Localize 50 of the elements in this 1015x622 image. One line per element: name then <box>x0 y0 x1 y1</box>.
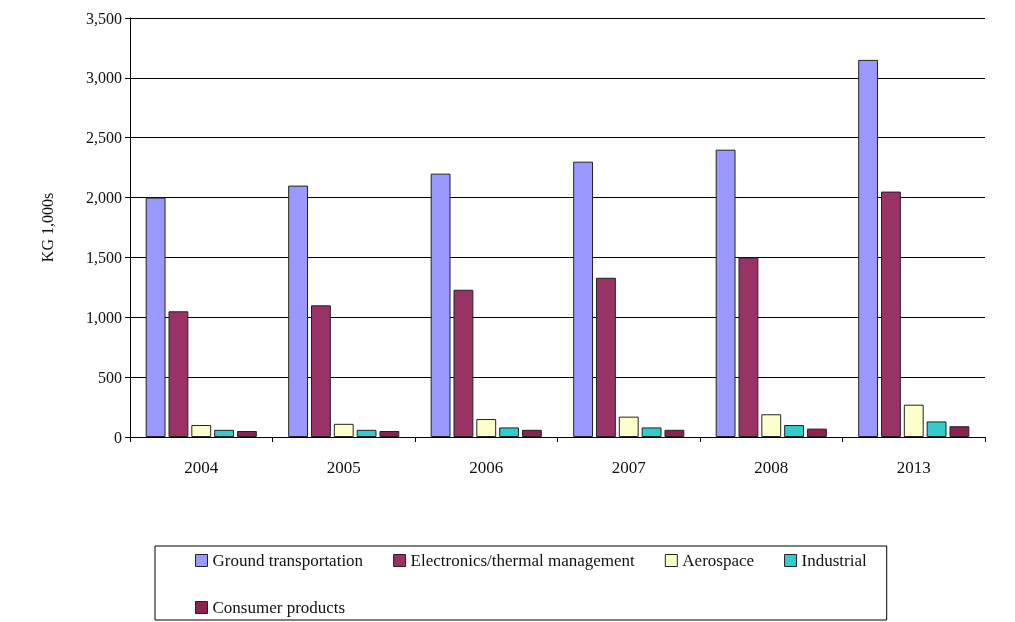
bar <box>356 429 377 437</box>
bar <box>618 416 639 437</box>
bar <box>333 423 354 437</box>
legend-label: Electronics/thermal management <box>410 551 636 570</box>
bar <box>521 429 542 437</box>
x-tick-label: 2007 <box>611 458 647 477</box>
bar <box>236 431 257 437</box>
y-tick-label: 2,500 <box>86 129 122 147</box>
bar <box>596 277 616 437</box>
bar <box>784 425 804 437</box>
x-tick-label: 2005 <box>326 458 361 477</box>
bar <box>191 425 212 437</box>
bar <box>738 257 759 437</box>
bar <box>926 421 947 437</box>
bar <box>476 419 497 437</box>
y-tick-label: 3,500 <box>86 9 122 27</box>
bar <box>288 185 309 437</box>
bar <box>145 197 166 437</box>
x-tick-label: 2006 <box>469 458 504 477</box>
bar <box>430 173 451 437</box>
bar <box>881 191 901 437</box>
bar <box>806 428 827 437</box>
bar <box>214 429 234 437</box>
bar <box>573 161 594 437</box>
y-tick-label: 1,500 <box>86 248 122 266</box>
x-tick-label: 2008 <box>754 458 789 477</box>
bar <box>664 429 685 437</box>
bar <box>715 149 736 437</box>
x-tick-label: 2013 <box>896 458 931 477</box>
bar <box>168 311 189 437</box>
y-tick-label: 2,000 <box>86 189 122 207</box>
bar <box>499 427 519 437</box>
y-tick-label: 3,000 <box>86 69 122 87</box>
bar <box>379 431 400 437</box>
bar <box>949 426 970 437</box>
y-tick-label: 1,000 <box>86 308 122 326</box>
bar <box>453 289 474 437</box>
x-tick-label: 2004 <box>184 458 219 477</box>
bar <box>858 59 879 437</box>
bar <box>903 404 924 437</box>
legend-label: Ground transportation <box>212 551 364 570</box>
y-axis-title: KG 1,000s <box>38 192 56 263</box>
bar <box>761 414 782 437</box>
y-tick-label: 500 <box>98 368 122 386</box>
legend-label: Consumer products <box>212 598 346 617</box>
legend-label: Industrial <box>801 551 867 570</box>
bar <box>311 305 331 437</box>
legend-label: Aerospace <box>682 551 755 570</box>
y-tick-label: 0 <box>114 428 122 446</box>
bar <box>641 427 662 437</box>
